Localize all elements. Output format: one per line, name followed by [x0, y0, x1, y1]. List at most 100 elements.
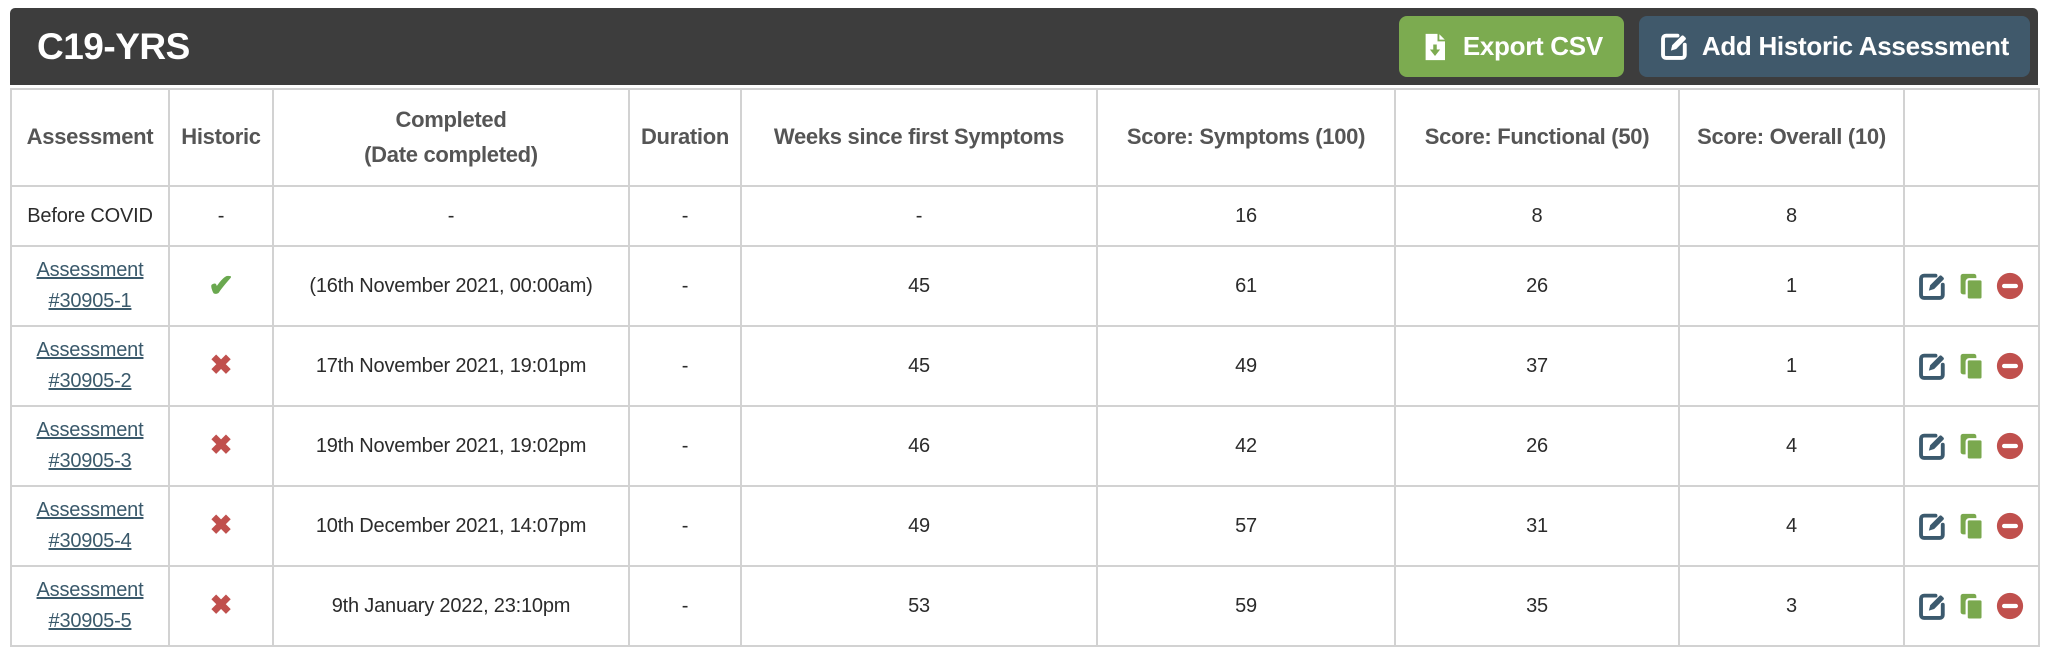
cell-actions [1903, 405, 2040, 487]
cell-assessment: Assessment #30905-1 [10, 245, 170, 327]
column-header-score-functional: Score: Functional (50) [1394, 88, 1680, 187]
cell-score-functional: 35 [1394, 565, 1680, 647]
column-header-duration: Duration [628, 88, 742, 187]
cell-actions [1903, 485, 2040, 567]
cell-historic: ✔ [168, 245, 274, 327]
copy-assessment-button[interactable] [1957, 272, 1986, 301]
column-header-score-symptoms: Score: Symptoms (100) [1096, 88, 1396, 187]
copy-assessment-button[interactable] [1957, 592, 1986, 621]
edit-assessment-button[interactable] [1918, 512, 1947, 541]
table-row: Assessment #30905-2 ✖ 17th November 2021… [10, 325, 2040, 407]
cell-score-symptoms: 16 [1096, 185, 1396, 247]
cell-duration: - [628, 325, 742, 407]
table-row: Assessment #30905-1 ✔ (16th November 202… [10, 245, 2040, 327]
cell-weeks: 45 [740, 245, 1098, 327]
table-row: Assessment #30905-5 ✖ 9th January 2022, … [10, 565, 2040, 647]
cell-duration: - [628, 405, 742, 487]
table-header-row: Assessment Historic Completed (Date comp… [10, 88, 2040, 187]
cell-actions [1903, 245, 2040, 327]
copy-icon [1957, 273, 1986, 304]
cell-completed: - [272, 185, 630, 247]
column-header-historic: Historic [168, 88, 274, 187]
add-historic-assessment-label: Add Historic Assessment [1701, 31, 2009, 61]
cell-historic: ✖ [168, 325, 274, 407]
before-covid-row: Before COVID - - - - 16 8 8 [10, 185, 2040, 247]
page-container: C19-YRS Export CSV [10, 8, 2040, 647]
copy-assessment-button[interactable] [1957, 512, 1986, 541]
edit-icon [1918, 353, 1947, 384]
panel-header: C19-YRS Export CSV [10, 8, 2038, 85]
cell-score-overall: 4 [1678, 485, 1905, 567]
delete-icon [1995, 352, 2025, 384]
cell-completed: 10th December 2021, 14:07pm [272, 485, 630, 567]
edit-icon [1918, 513, 1947, 544]
assessment-link[interactable]: Assessment #30905-5 [36, 579, 144, 632]
column-header-completed-line2: (Date completed) [364, 141, 538, 167]
cell-historic: ✖ [168, 565, 274, 647]
file-download-icon [1420, 32, 1450, 62]
add-historic-assessment-button[interactable]: Add Historic Assessment [1638, 16, 2030, 77]
cell-assessment: Before COVID [10, 185, 170, 247]
historic-cross-icon: ✖ [209, 510, 233, 540]
table-row: Assessment #30905-3 ✖ 19th November 2021… [10, 405, 2040, 487]
cell-score-functional: 37 [1394, 325, 1680, 407]
edit-icon [1660, 32, 1689, 61]
column-header-completed-line1: Completed [395, 107, 507, 133]
historic-check-icon: ✔ [208, 268, 234, 303]
cell-score-symptoms: 57 [1096, 485, 1396, 567]
historic-cross-icon: ✖ [209, 350, 233, 380]
export-csv-button[interactable]: Export CSV [1398, 16, 1624, 77]
delete-assessment-button[interactable] [1995, 271, 2025, 301]
delete-assessment-button[interactable] [1995, 591, 2025, 621]
cell-historic: - [168, 185, 274, 247]
copy-assessment-button[interactable] [1957, 352, 1986, 381]
edit-assessment-button[interactable] [1918, 352, 1947, 381]
historic-cross-icon: ✖ [209, 590, 233, 620]
cell-score-functional: 31 [1394, 485, 1680, 567]
page-title: C19-YRS [37, 25, 190, 67]
assessment-link[interactable]: Assessment #30905-1 [36, 259, 144, 312]
copy-icon [1957, 433, 1986, 464]
cell-score-functional: 8 [1394, 185, 1680, 247]
cell-score-overall: 1 [1678, 245, 1905, 327]
cell-score-functional: 26 [1394, 245, 1680, 327]
cell-assessment: Assessment #30905-5 [10, 565, 170, 647]
assessment-link[interactable]: Assessment #30905-3 [36, 419, 144, 472]
column-header-assessment: Assessment [10, 88, 170, 187]
cell-assessment: Assessment #30905-4 [10, 485, 170, 567]
cell-duration: - [628, 245, 742, 327]
cell-historic: ✖ [168, 485, 274, 567]
cell-duration: - [628, 485, 742, 567]
cell-weeks: 46 [740, 405, 1098, 487]
cell-historic: ✖ [168, 405, 274, 487]
cell-score-overall: 1 [1678, 325, 1905, 407]
edit-icon [1918, 593, 1947, 624]
cell-weeks: 49 [740, 485, 1098, 567]
cell-actions [1903, 325, 2040, 407]
delete-assessment-button[interactable] [1995, 511, 2025, 541]
delete-assessment-button[interactable] [1995, 431, 2025, 461]
copy-icon [1957, 513, 1986, 544]
cell-duration: - [628, 565, 742, 647]
table-row: Assessment #30905-4 ✖ 10th December 2021… [10, 485, 2040, 567]
historic-cross-icon: ✖ [209, 430, 233, 460]
edit-assessment-button[interactable] [1918, 272, 1947, 301]
assessment-link[interactable]: Assessment #30905-2 [36, 339, 144, 392]
delete-assessment-button[interactable] [1995, 351, 2025, 381]
cell-weeks: 45 [740, 325, 1098, 407]
edit-icon [1918, 273, 1947, 304]
cell-completed: (16th November 2021, 00:00am) [272, 245, 630, 327]
header-actions: Export CSV Add Historic Assessment [1398, 16, 2030, 77]
cell-completed: 9th January 2022, 23:10pm [272, 565, 630, 647]
column-header-actions [1903, 88, 2040, 187]
cell-score-overall: 8 [1678, 185, 1905, 247]
assessment-link[interactable]: Assessment #30905-4 [36, 499, 144, 552]
cell-assessment: Assessment #30905-3 [10, 405, 170, 487]
assessments-table: Assessment Historic Completed (Date comp… [10, 88, 2040, 647]
copy-assessment-button[interactable] [1957, 432, 1986, 461]
edit-assessment-button[interactable] [1918, 592, 1947, 621]
cell-completed: 17th November 2021, 19:01pm [272, 325, 630, 407]
column-header-completed: Completed (Date completed) [272, 88, 630, 187]
copy-icon [1957, 353, 1986, 384]
edit-assessment-button[interactable] [1918, 432, 1947, 461]
